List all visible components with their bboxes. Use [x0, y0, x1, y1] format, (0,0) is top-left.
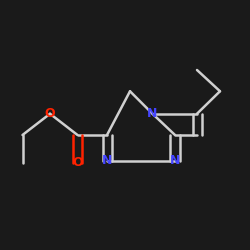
- Text: O: O: [72, 156, 83, 169]
- Text: O: O: [45, 107, 55, 120]
- Text: N: N: [170, 154, 180, 167]
- Text: N: N: [147, 107, 158, 120]
- Text: N: N: [102, 154, 112, 167]
